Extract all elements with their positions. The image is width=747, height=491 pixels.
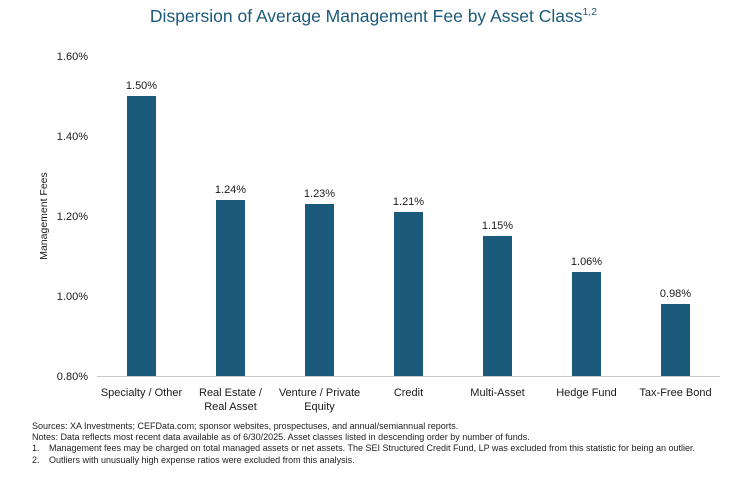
bar-value-label: 1.21% — [393, 196, 424, 208]
bar-value-label: 1.15% — [482, 220, 513, 232]
y-axis-label: Management Fees — [38, 172, 50, 260]
y-tick-label: 1.60% — [57, 51, 88, 63]
footnote-2: 2. Outliers with unusually high expense … — [32, 455, 732, 466]
data-note: Notes: Data reflects most recent data av… — [32, 432, 530, 443]
sources-note: Sources: XA Investments; CEFData.com; sp… — [32, 421, 459, 431]
y-tick-label: 0.80% — [57, 371, 88, 383]
bar-value-label: 1.50% — [126, 80, 157, 92]
bar — [661, 304, 690, 376]
bar-value-label: 1.23% — [304, 188, 335, 200]
y-tick-label: 1.20% — [57, 211, 88, 223]
footnote-1: 1. Management fees may be charged on tot… — [32, 443, 732, 454]
x-tick-label: Equity — [304, 401, 335, 413]
y-tick-label: 1.00% — [57, 291, 88, 303]
bar-value-label: 1.06% — [571, 256, 602, 268]
x-tick-label: Real Asset — [204, 401, 257, 413]
chart-title-superscript: 1,2 — [582, 6, 598, 18]
x-tick-label: Real Estate / — [199, 387, 263, 399]
footnote-2-number: 2. — [32, 454, 40, 465]
bar — [572, 272, 601, 376]
bar-value-label: 1.24% — [215, 184, 246, 196]
bar — [127, 96, 156, 376]
y-tick-label: 1.40% — [57, 131, 88, 143]
x-tick-label: Tax-Free Bond — [639, 387, 711, 399]
bar — [216, 200, 245, 376]
x-tick-label: Multi-Asset — [470, 387, 524, 399]
bar — [483, 236, 512, 376]
x-tick-label: Venture / Private — [279, 387, 360, 399]
footnote-1-text: Management fees may be charged on total … — [49, 443, 696, 454]
bar-value-label: 0.98% — [660, 288, 691, 300]
footnote-2-text: Outliers with unusually high expense rat… — [49, 454, 355, 465]
x-tick-label: Hedge Fund — [556, 387, 617, 399]
chart-title: Dispersion of Average Management Fee by … — [0, 6, 747, 27]
footnote-1-number: 1. — [32, 443, 40, 454]
chart-title-text: Dispersion of Average Management Fee by … — [149, 6, 583, 26]
chart-notes: Sources: XA Investments; CEFData.com; sp… — [32, 421, 732, 466]
x-tick-label: Specialty / Other — [101, 387, 183, 399]
x-tick-label: Credit — [394, 387, 423, 399]
bar-chart: Management Fees 0.80% 1.00% 1.20% 1.40% 1.60%… — [38, 51, 720, 413]
bar — [305, 204, 334, 376]
bar — [394, 212, 423, 376]
